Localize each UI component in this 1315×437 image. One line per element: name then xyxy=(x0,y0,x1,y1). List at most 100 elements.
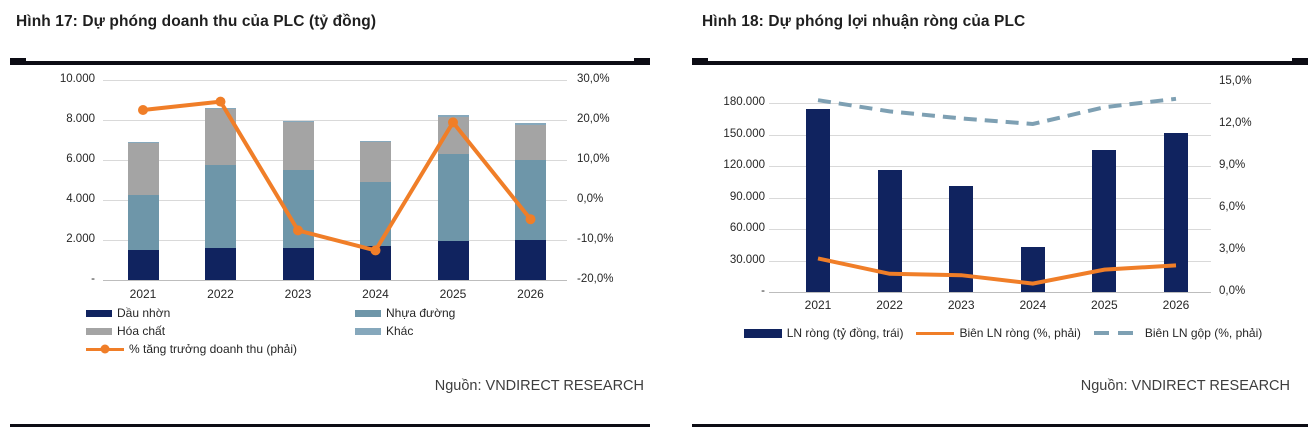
bar-segment xyxy=(437,241,469,280)
line-series-layer xyxy=(138,96,536,256)
left-axis-tick-label: 150.000 xyxy=(723,127,765,140)
legend-item: % tăng trưởng doanh thu (phải) xyxy=(86,340,355,358)
right-axis-tick-label: 3,0% xyxy=(1219,243,1246,255)
legend-label: % tăng trưởng doanh thu (phải) xyxy=(129,342,298,356)
legend-label: LN ròng (tỷ đồng, trái) xyxy=(786,326,904,340)
gridline xyxy=(103,160,567,161)
left-axis-tick-label: 30.000 xyxy=(729,253,765,266)
source-note: Nguồn: VNDIRECT RESEARCH xyxy=(434,378,644,394)
figure-18-title: Hình 18: Dự phóng lợi nhuận ròng của PLC xyxy=(702,13,1026,30)
category-label: 2025 xyxy=(1091,298,1118,312)
legend-item: Biên LN gộp (%, phải) xyxy=(1093,324,1263,342)
category-label: 2022 xyxy=(207,287,234,301)
legend-bar-swatch xyxy=(355,327,381,335)
legend-line-swatch xyxy=(86,344,124,354)
category-label: 2026 xyxy=(517,287,544,301)
right-axis-tick-label: 10,0% xyxy=(577,153,610,165)
legend-label: Biên LN ròng (%, phải) xyxy=(959,326,1081,340)
legend-item: Biên LN ròng (%, phải) xyxy=(916,324,1081,342)
left-axis-tick-label: 120.000 xyxy=(723,159,765,171)
line-marker-dot xyxy=(215,96,226,107)
bar-segment xyxy=(127,195,159,250)
legend-label: Khác xyxy=(386,324,414,338)
right-axis-tick-label: 0,0% xyxy=(577,193,604,205)
right-axis-tick-label: 20,0% xyxy=(577,113,610,125)
bar-segment xyxy=(127,143,159,195)
gridline xyxy=(769,166,1211,167)
gridline xyxy=(103,80,567,81)
category-label: 2023 xyxy=(284,287,312,301)
category-label: 2024 xyxy=(1019,298,1047,312)
bar-segment xyxy=(437,154,469,241)
legend-dashed-line-swatch xyxy=(1093,331,1140,335)
bar-segment xyxy=(1092,150,1117,292)
revenue-chart-legend: Dầu nhờn Nhựa đường Hóa chất Khác % tăng trư… xyxy=(86,304,455,358)
left-axis-tick-label: - xyxy=(761,285,765,297)
bar-segment xyxy=(205,107,236,109)
category-label: 2026 xyxy=(1162,298,1190,312)
left-axis-tick-label: 10.000 xyxy=(59,73,95,85)
bar-segment xyxy=(127,250,159,280)
x-axis-line xyxy=(103,280,567,281)
bar-segment xyxy=(282,120,314,122)
net-profit-chart-legend: LN ròng (tỷ đồng, trái) Biên LN ròng (%, … xyxy=(718,324,1288,342)
left-axis-tick-label: 6.000 xyxy=(66,153,95,165)
bar-segment xyxy=(877,170,902,292)
left-axis-tick-label: 60.000 xyxy=(729,222,765,234)
title-divider xyxy=(10,58,650,65)
category-label: 2023 xyxy=(947,298,975,312)
bar-segment xyxy=(1020,246,1045,292)
category-label: 2024 xyxy=(362,287,389,301)
category-label: 2025 xyxy=(439,287,467,301)
figure-18-panel: Hình 18: Dự phóng lợi nhuận ròng của PLC… xyxy=(690,0,1315,437)
legend-line-swatch xyxy=(916,331,955,335)
bar-segment xyxy=(515,240,546,280)
legend-item: LN ròng (tỷ đồng, trái) xyxy=(743,324,904,342)
bar-segment xyxy=(127,141,159,143)
line-series xyxy=(142,99,533,253)
left-axis-tick-label: 8.000 xyxy=(66,113,95,125)
gridline xyxy=(769,134,1211,136)
gridline xyxy=(103,240,567,241)
bar-segment xyxy=(360,142,391,182)
legend-item: Hóa chất xyxy=(86,322,355,340)
bar-segment xyxy=(360,246,391,280)
gridline xyxy=(769,197,1211,199)
right-axis-tick-label: 9,0% xyxy=(1219,159,1246,171)
bar-segment xyxy=(205,165,236,248)
title-divider xyxy=(692,58,1308,65)
gridline xyxy=(103,120,567,121)
bottom-divider xyxy=(692,424,1308,427)
legend-item: Dầu nhờn xyxy=(86,304,355,322)
bar-segment xyxy=(205,248,236,280)
legend-label: Nhựa đường xyxy=(386,306,456,320)
legend-bar-swatch xyxy=(86,327,112,335)
right-axis-tick-label: -10,0% xyxy=(577,233,614,245)
bar-segment xyxy=(205,109,236,165)
right-axis-tick-label: -20,0% xyxy=(577,273,614,285)
bar-segment xyxy=(360,182,391,246)
category-label: 2022 xyxy=(876,298,903,312)
source-note: Nguồn: VNDIRECT RESEARCH xyxy=(1080,378,1290,394)
bottom-divider xyxy=(10,424,650,427)
right-axis-tick-label: 0,0% xyxy=(1219,285,1246,297)
line-series xyxy=(817,256,1177,286)
bar-segment xyxy=(282,122,314,170)
legend-line-marker-dot xyxy=(100,344,110,354)
gridline xyxy=(769,103,1211,104)
bar-segment xyxy=(282,248,314,280)
legend-label: Biên LN gộp (%, phải) xyxy=(1144,326,1263,340)
category-label: 2021 xyxy=(804,298,832,312)
left-axis-tick-label: 90.000 xyxy=(729,190,765,203)
bar-segment xyxy=(282,170,314,248)
figure-17-title: Hình 17: Dự phóng doanh thu của PLC (tỷ … xyxy=(16,13,377,30)
gridline xyxy=(769,229,1211,230)
bar-segment xyxy=(949,185,974,292)
legend-item: Khác xyxy=(355,322,455,340)
left-axis-tick-label: 2.000 xyxy=(66,233,95,245)
category-label: 2021 xyxy=(129,287,157,301)
legend-item: Nhựa đường xyxy=(355,304,455,322)
legend-bar-swatch xyxy=(743,328,782,338)
legend-label: Dầu nhờn xyxy=(117,306,171,320)
legend-bar-swatch xyxy=(86,309,112,317)
